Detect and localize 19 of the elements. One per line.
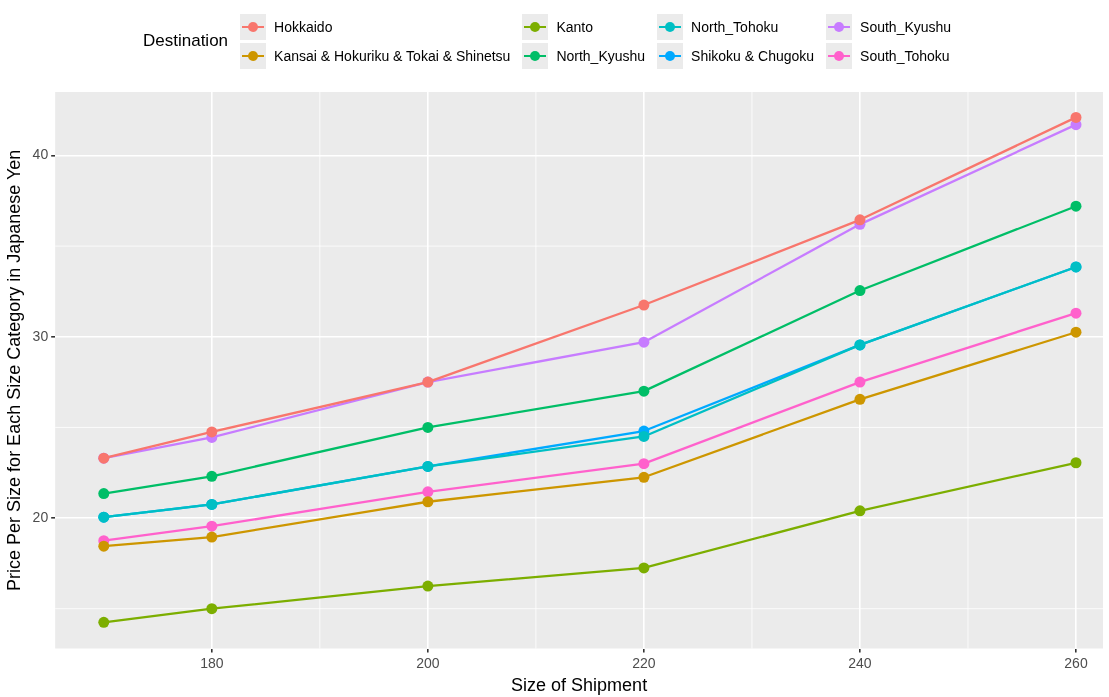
legend-label: Hokkaido [274,18,333,35]
legend-label: North_Tohoku [691,18,779,35]
legend-label: North_Kyushu [556,47,646,64]
y-axis-title: Price Per Size for Each Size Category in Japanese Yen [3,149,24,591]
legend-label: Kansai & Hokuriku & Tokai & Shinetsu [274,47,511,64]
legend-label: Shikoku & Chugoku [691,47,815,64]
x-tick-label: 240 [848,654,872,671]
x-tick-label: 260 [1064,654,1088,671]
y-tick-label: 30 [32,327,49,344]
legend-label: Kanto [556,18,593,35]
legend-title: Destination [143,31,229,51]
legend-label: South_Tohoku [860,47,950,64]
x-axis-title: Size of Shipment [511,675,648,696]
y-tick-label: 40 [32,146,49,163]
x-tick-label: 200 [416,654,440,671]
x-tick-label: 220 [632,654,656,671]
x-tick-label: 180 [200,654,224,671]
legend-label: South_Kyushu [860,18,952,35]
y-tick-label: 20 [32,508,49,525]
